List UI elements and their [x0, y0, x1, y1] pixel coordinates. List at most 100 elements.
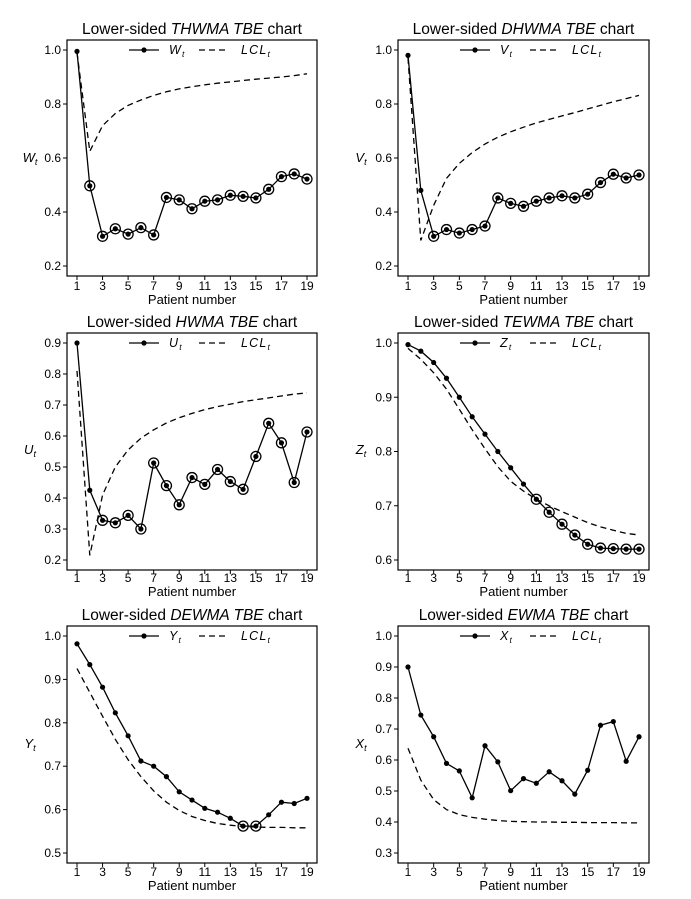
x-tick-label: 19	[300, 279, 314, 293]
statistic-point	[99, 684, 106, 690]
signal-marker	[211, 463, 224, 476]
statistic-point	[559, 193, 565, 199]
signal-marker	[582, 538, 594, 550]
x-tick-label: 9	[507, 865, 514, 879]
chart-panel-6: Lower-sided EWMA TBE chart 0.3 0.4 0.5 0.6 0.…	[354, 607, 650, 893]
lcl-series-line	[407, 347, 640, 536]
y-axis-title: Ut	[24, 442, 36, 459]
x-tick-label: 1	[74, 865, 81, 879]
x-tick-label: 13	[555, 571, 569, 585]
statistic-point	[495, 448, 501, 455]
statistic-point	[189, 797, 195, 803]
legend-statistic-label: Xt	[499, 629, 513, 645]
signal-marker	[594, 542, 607, 554]
statistic-point	[482, 223, 488, 229]
plot-frame	[66, 625, 318, 864]
legend-statistic-label: Zt	[499, 336, 512, 352]
x-tick-label: 7	[150, 865, 157, 879]
signal-marker	[517, 200, 530, 212]
signal-marker	[250, 450, 262, 463]
statistic-point	[559, 778, 565, 784]
chart-panel-3: Lower-sided HWMA TBE chart 0.2 0.3 0.4 0.5 0.…	[24, 314, 318, 599]
signal-marker	[288, 168, 300, 180]
statistic-point	[431, 734, 437, 740]
statistic-point	[74, 48, 80, 54]
statistic-point	[278, 799, 285, 805]
signal-marker	[607, 168, 619, 180]
x-tick-label: 11	[199, 279, 212, 293]
statistic-point	[572, 791, 578, 797]
statistic-point	[546, 195, 552, 201]
y-tick-label: 1.0	[44, 43, 61, 57]
statistic-point	[214, 466, 221, 473]
signal-marker	[224, 475, 236, 488]
signal-marker	[148, 229, 160, 241]
statistic-point	[278, 440, 285, 446]
y-tick-label: 0.7	[44, 759, 61, 773]
signal-marker	[263, 183, 275, 195]
statistic-point	[610, 718, 616, 725]
chart-panel-5: Lower-sided DEWMA TBE chart 0.5 0.6 0.7 0.8 0…	[24, 607, 318, 893]
signal-marker	[275, 170, 288, 183]
x-axis-title: Patient number	[148, 878, 237, 893]
statistic-point	[405, 342, 411, 348]
signal-marker	[160, 479, 173, 492]
x-tick-label: 13	[555, 279, 569, 293]
x-tick-label: 11	[530, 865, 543, 879]
x-tick-label: 13	[224, 571, 238, 585]
x-tick-label: 3	[430, 279, 437, 293]
statistic-point	[597, 179, 604, 186]
x-tick-label: 7	[150, 571, 157, 585]
statistic-point	[431, 359, 437, 366]
statistic-point	[469, 795, 475, 801]
x-tick-label: 1	[405, 865, 412, 879]
signal-marker	[109, 517, 121, 529]
statistic-point	[520, 203, 527, 209]
y-tick-label: 0.6	[375, 553, 392, 567]
statistic-point	[227, 815, 233, 821]
plot-frame	[397, 625, 650, 864]
signal-marker	[224, 189, 236, 201]
y-tick-label: 0.6	[44, 429, 61, 443]
signal-marker	[492, 192, 504, 204]
x-tick-label: 11	[530, 279, 543, 293]
x-tick-label: 11	[199, 865, 212, 879]
x-tick-label: 9	[176, 279, 183, 293]
legend-lcl-label: LCLt	[572, 43, 602, 59]
signal-marker	[556, 190, 568, 202]
x-tick-label: 17	[607, 279, 621, 293]
statistic-point	[572, 532, 578, 538]
signal-marker	[428, 230, 440, 242]
x-tick-label: 5	[456, 865, 463, 879]
statistic-point	[138, 526, 144, 532]
statistic-point	[623, 175, 629, 181]
signal-marker	[530, 195, 542, 207]
signal-marker	[453, 227, 465, 239]
statistic-point	[469, 414, 475, 420]
signal-marker	[173, 499, 185, 511]
legend-statistic-marker	[472, 633, 478, 639]
statistic-point	[227, 478, 233, 485]
chart-title: Lower-sided DHWMA TBE chart	[413, 21, 635, 38]
signal-marker	[263, 417, 275, 429]
signal-marker	[237, 483, 249, 495]
statistic-point	[240, 193, 246, 199]
signal-marker	[186, 471, 198, 484]
signal-marker	[440, 223, 453, 236]
x-tick-label: 9	[507, 279, 514, 293]
signal-marker	[122, 509, 134, 522]
legend-statistic-label: Yt	[169, 629, 182, 645]
legend-statistic-marker	[472, 340, 478, 346]
statistic-point	[482, 743, 488, 749]
x-tick-label: 17	[607, 571, 621, 585]
statistic-point	[176, 502, 182, 508]
statistic-point	[610, 546, 616, 552]
signal-marker	[211, 194, 224, 206]
statistic-point	[636, 172, 642, 178]
x-tick-label: 5	[456, 279, 463, 293]
signal-marker	[148, 457, 160, 469]
y-tick-label: 0.9	[375, 390, 392, 404]
statistic-point	[202, 198, 208, 204]
statistic-point	[405, 52, 411, 59]
